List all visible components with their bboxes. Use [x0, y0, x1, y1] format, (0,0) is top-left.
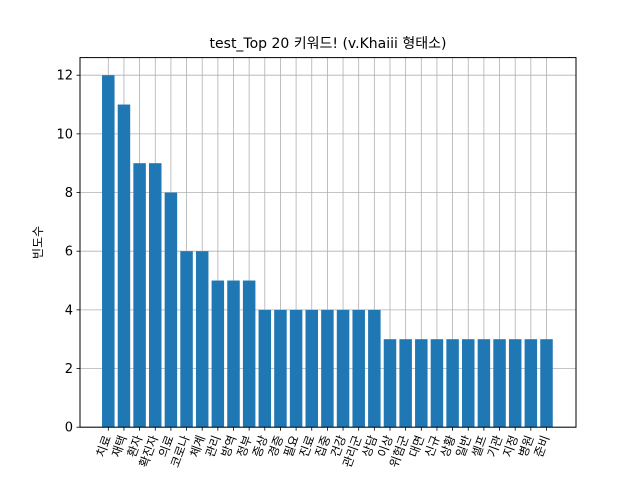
bar: [305, 309, 318, 428]
bar: [289, 309, 303, 428]
bar: [102, 75, 115, 428]
bar: [274, 309, 287, 428]
bar: [540, 339, 553, 428]
bar: [149, 163, 162, 428]
bar: [352, 309, 365, 428]
bar-layer: [102, 75, 553, 428]
bar: [180, 251, 193, 428]
y-tick-label: 4: [65, 303, 73, 318]
bar: [524, 339, 538, 428]
chart-title: test_Top 20 키워드! (v.Khaiii 형태소): [209, 36, 447, 52]
y-axis-label: 빈도수: [31, 226, 45, 259]
bar: [508, 339, 522, 428]
bar: [321, 309, 334, 428]
y-tick-label: 10: [56, 127, 73, 142]
bar: [258, 309, 272, 428]
bar: [227, 280, 240, 428]
bar: [368, 309, 381, 428]
plot-frame: [79, 57, 577, 428]
x-tick-label: 준비: [532, 433, 553, 459]
y-tick-label: 2: [65, 362, 73, 377]
bar: [336, 309, 350, 428]
y-tick-label: 12: [56, 69, 73, 84]
y-tick-label: 8: [65, 186, 73, 201]
bar: [446, 339, 459, 428]
bar: [493, 339, 506, 428]
bar: [242, 280, 256, 428]
bar: [195, 251, 209, 428]
bar: [133, 163, 146, 428]
bar: [211, 280, 225, 428]
bar: [164, 192, 178, 428]
bar: [430, 339, 444, 428]
bar: [477, 339, 491, 428]
bar: [117, 104, 131, 428]
bar: [399, 339, 412, 428]
bar: [383, 339, 397, 428]
y-tick-label: 6: [65, 245, 73, 260]
axis-layer: 024681012치료재택환자확진자의료코로나체계관리방역정부증상경증필요진료집…: [56, 69, 552, 470]
bar: [415, 339, 428, 428]
bar: [462, 339, 475, 428]
y-tick-label: 0: [65, 421, 73, 436]
